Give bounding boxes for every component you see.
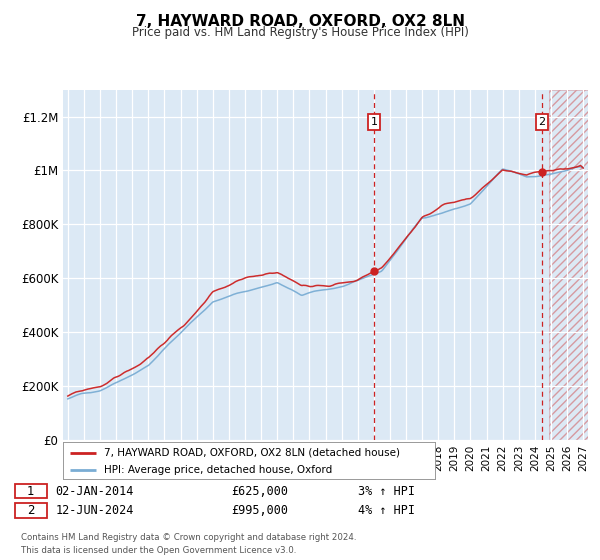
Text: 7, HAYWARD ROAD, OXFORD, OX2 8LN: 7, HAYWARD ROAD, OXFORD, OX2 8LN [136, 14, 464, 29]
Text: 02-JAN-2014: 02-JAN-2014 [55, 485, 134, 498]
Bar [550, 90, 588, 440]
Text: 1: 1 [371, 117, 377, 127]
FancyBboxPatch shape [15, 503, 47, 517]
Text: 4% ↑ HPI: 4% ↑ HPI [358, 504, 415, 517]
Text: 2: 2 [539, 117, 545, 127]
Text: 1: 1 [27, 485, 34, 498]
Text: £625,000: £625,000 [231, 485, 288, 498]
Text: HPI: Average price, detached house, Oxford: HPI: Average price, detached house, Oxfo… [104, 465, 332, 475]
Text: Contains HM Land Registry data © Crown copyright and database right 2024.
This d: Contains HM Land Registry data © Crown c… [21, 533, 356, 554]
Text: Price paid vs. HM Land Registry's House Price Index (HPI): Price paid vs. HM Land Registry's House … [131, 26, 469, 39]
Text: 12-JUN-2024: 12-JUN-2024 [55, 504, 134, 517]
Text: 3% ↑ HPI: 3% ↑ HPI [358, 485, 415, 498]
Bar [550, 90, 588, 440]
FancyBboxPatch shape [15, 484, 47, 498]
Text: £995,000: £995,000 [231, 504, 288, 517]
Text: 2: 2 [27, 504, 34, 517]
Text: 7, HAYWARD ROAD, OXFORD, OX2 8LN (detached house): 7, HAYWARD ROAD, OXFORD, OX2 8LN (detach… [104, 447, 400, 458]
